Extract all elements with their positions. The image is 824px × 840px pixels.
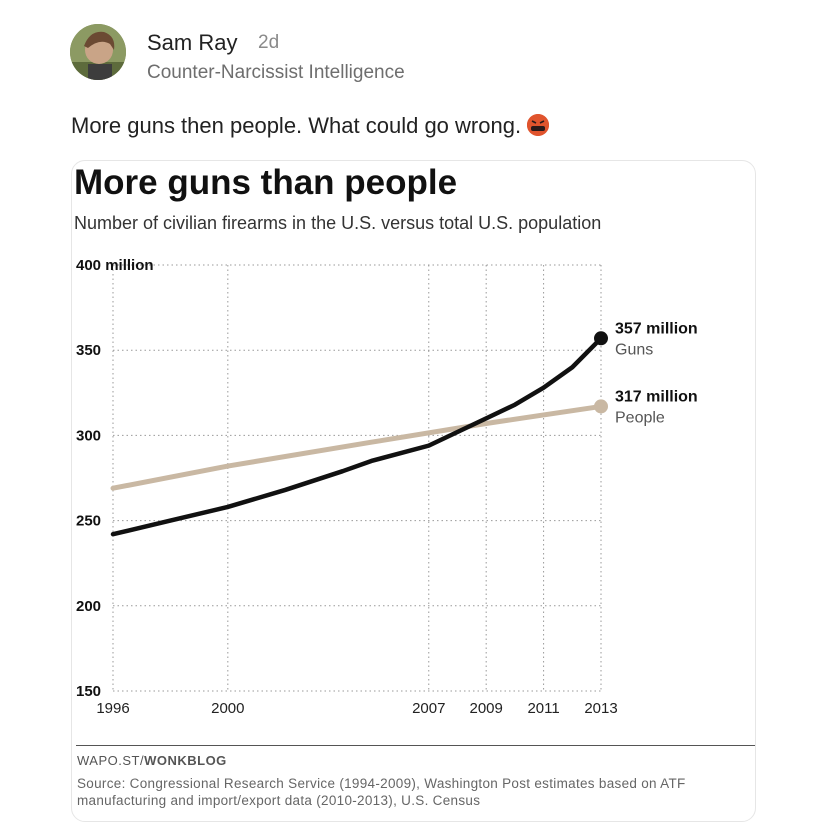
- post-text: More guns then people. What could go wro…: [71, 113, 550, 139]
- series-line-guns: [110, 336, 604, 537]
- avatar-image: [70, 24, 126, 80]
- post-text-content: More guns then people. What could go wro…: [71, 113, 522, 138]
- x-tick-label: 2000: [211, 700, 244, 717]
- post-age[interactable]: 2d: [258, 32, 280, 53]
- footer-brand-suffix: WONKBLOG: [144, 753, 227, 768]
- x-tick-label: 2007: [412, 700, 445, 717]
- series-name-people: People: [615, 409, 665, 426]
- chart-title: More guns than people: [74, 163, 458, 202]
- chart-card[interactable]: More guns than people Number of civilian…: [71, 160, 756, 822]
- y-tick-label: 400 million: [76, 257, 154, 274]
- chart-subtitle: Number of civilian firearms in the U.S. …: [74, 213, 602, 233]
- series-name-guns: Guns: [615, 341, 653, 358]
- x-tick-label: 2013: [584, 700, 617, 717]
- series-endpoint-guns: [594, 331, 608, 346]
- face-with-symbols-on-mouth-icon: [527, 114, 550, 136]
- avatar[interactable]: [70, 24, 126, 80]
- y-tick-label: 250: [76, 513, 101, 530]
- y-tick-label: 300: [76, 427, 101, 444]
- y-tick-label: 350: [76, 342, 101, 359]
- series-end-value-people: 317 million: [615, 388, 698, 405]
- footer-brand: WAPO.ST/WONKBLOG: [77, 753, 227, 768]
- footer-divider: [76, 745, 755, 746]
- x-tick-label: 1996: [96, 700, 129, 717]
- author-name[interactable]: Sam Ray: [147, 30, 238, 55]
- y-tick-label: 200: [76, 598, 101, 615]
- post-header: Sam Ray 2d Counter-Narcissist Intelligen…: [70, 24, 770, 88]
- y-tick-label: 150: [76, 683, 101, 700]
- series-endpoint-people: [594, 399, 608, 414]
- series-line-people: [110, 403, 604, 491]
- x-tick-label: 2009: [469, 700, 502, 717]
- series-end-value-guns: 357 million: [615, 320, 698, 337]
- footer-source: Source: Congressional Research Service (…: [77, 776, 686, 808]
- footer-brand-prefix: WAPO.ST/: [77, 753, 145, 768]
- x-tick-label: 2011: [527, 700, 559, 717]
- author-subtitle: Counter-Narcissist Intelligence: [147, 62, 405, 83]
